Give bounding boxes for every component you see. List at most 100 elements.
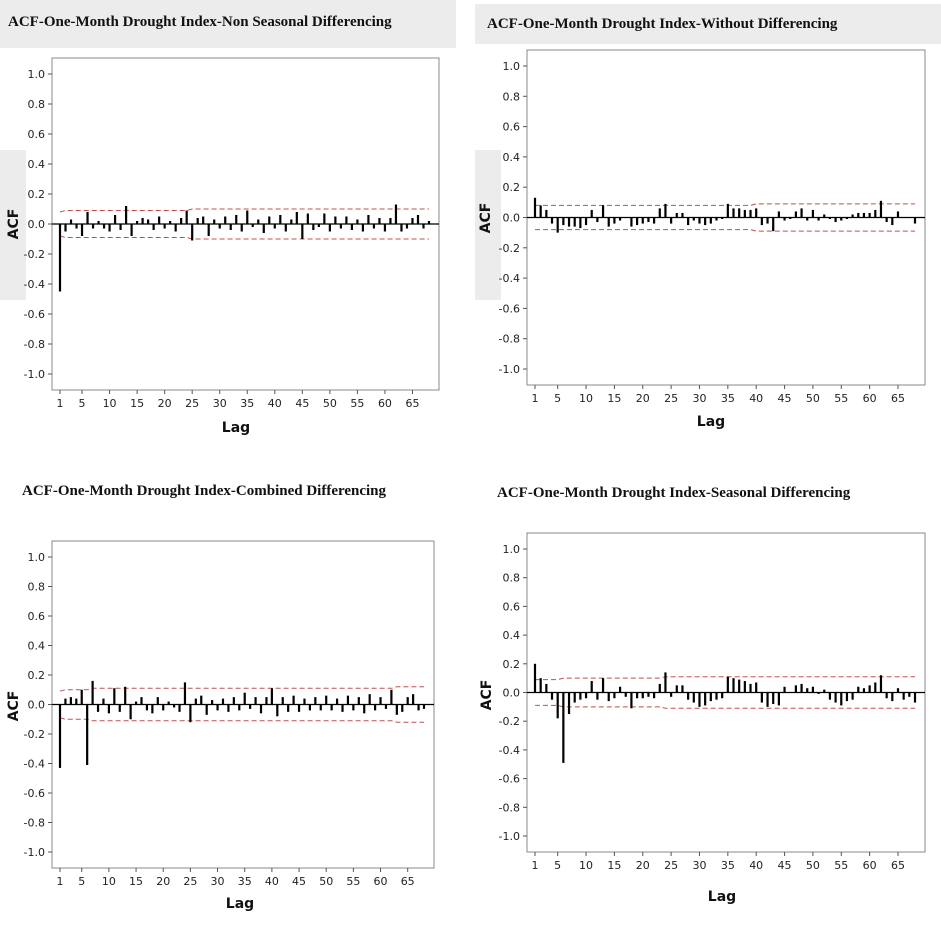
y-tick-label: -0.4: [24, 278, 45, 291]
x-tick-label: 45: [778, 392, 792, 405]
x-tick-label: 60: [863, 392, 877, 405]
x-tick-label: 50: [806, 392, 820, 405]
y-tick-label: 0.8: [503, 572, 521, 585]
x-tick-label: 15: [607, 392, 621, 405]
x-tick-label: 5: [554, 392, 561, 405]
upper-confidence-limit: [59, 208, 429, 213]
y-tick-label: 0.2: [503, 658, 521, 671]
y-tick-label: -0.6: [24, 308, 45, 321]
y-axis-label: ACF: [6, 691, 22, 722]
x-tick-label: 25: [664, 392, 678, 405]
y-axis-label: ACF: [6, 209, 22, 240]
y-tick-label: 0.6: [28, 128, 46, 141]
x-tick-label: 65: [401, 875, 415, 888]
x-tick-label: 10: [102, 875, 116, 888]
x-tick-label: 45: [295, 397, 309, 410]
y-tick-label: -1.0: [499, 830, 520, 843]
y-tick-label: 0.6: [503, 600, 521, 613]
y-tick-label: -0.4: [499, 272, 520, 285]
x-tick-label: 40: [749, 392, 763, 405]
x-tick-label: 40: [265, 875, 279, 888]
x-tick-label: 40: [268, 397, 282, 410]
x-tick-label: 45: [292, 875, 306, 888]
x-tick-label: 45: [778, 859, 792, 872]
x-tick-label: 15: [129, 875, 143, 888]
y-axis-label: ACF: [478, 203, 494, 234]
y-axis-label: ACF: [479, 680, 495, 711]
y-tick-label: -0.8: [499, 801, 520, 814]
x-tick-label: 50: [323, 397, 337, 410]
y-tick-label: -0.2: [499, 242, 520, 255]
x-tick-label: 25: [664, 859, 678, 872]
x-tick-label: 15: [130, 397, 144, 410]
y-tick-label: 0.8: [28, 98, 46, 111]
upper-confidence-limit: [535, 203, 915, 206]
x-tick-label: 55: [350, 397, 364, 410]
y-tick-label: -0.6: [24, 787, 45, 800]
lower-confidence-limit: [59, 235, 429, 240]
x-tick-label: 35: [238, 875, 252, 888]
y-tick-label: 0.0: [28, 218, 46, 231]
x-tick-label: 10: [579, 859, 593, 872]
y-tick-label: 0.0: [503, 212, 521, 225]
x-tick-label: 15: [607, 859, 621, 872]
lower-confidence-limit: [535, 229, 915, 232]
y-tick-label: 0.8: [28, 581, 46, 594]
chart-title: ACF-One-Month Drought Index-Seasonal Dif…: [497, 485, 851, 501]
y-tick-label: -1.0: [24, 846, 45, 859]
x-tick-label: 60: [374, 875, 388, 888]
x-tick-label: 20: [636, 392, 650, 405]
x-tick-label: 5: [79, 397, 86, 410]
y-tick-label: 1.0: [28, 551, 46, 564]
y-tick-label: 0.4: [503, 629, 521, 642]
y-tick-label: -0.8: [499, 333, 520, 346]
x-tick-label: 1: [57, 875, 64, 888]
x-tick-label: 50: [319, 875, 333, 888]
x-tick-label: 1: [532, 859, 539, 872]
y-tick-label: -0.4: [499, 744, 520, 757]
y-tick-label: 0.8: [503, 90, 521, 103]
x-tick-label: 10: [579, 392, 593, 405]
y-tick-label: -0.2: [24, 248, 45, 261]
x-tick-label: 65: [891, 392, 905, 405]
chart-title: ACF-One-Month Drought Index-Non Seasonal…: [8, 14, 392, 30]
y-tick-label: 0.2: [28, 188, 46, 201]
y-tick-label: -1.0: [24, 368, 45, 381]
y-tick-label: -0.2: [499, 715, 520, 728]
x-tick-label: 55: [346, 875, 360, 888]
x-tick-label: 5: [554, 859, 561, 872]
x-tick-label: 50: [806, 859, 820, 872]
x-tick-label: 65: [891, 859, 905, 872]
y-tick-label: 1.0: [503, 543, 521, 556]
x-axis-label: Lag: [708, 889, 736, 905]
y-tick-label: 1.0: [503, 60, 521, 73]
x-tick-label: 55: [834, 859, 848, 872]
y-tick-label: -0.8: [24, 338, 45, 351]
y-tick-label: 0.4: [503, 151, 521, 164]
x-axis-label: Lag: [226, 896, 254, 912]
y-tick-label: -0.2: [24, 728, 45, 741]
y-tick-label: 0.4: [28, 158, 46, 171]
y-tick-label: 0.4: [28, 640, 46, 653]
x-tick-label: 30: [213, 397, 227, 410]
x-tick-label: 60: [863, 859, 877, 872]
y-tick-label: 0.0: [503, 687, 521, 700]
y-tick-label: 0.6: [28, 610, 46, 623]
y-tick-label: -0.6: [499, 302, 520, 315]
x-tick-label: 35: [240, 397, 254, 410]
x-tick-label: 25: [185, 397, 199, 410]
x-tick-label: 1: [57, 397, 64, 410]
x-tick-label: 5: [78, 875, 85, 888]
y-tick-label: 0.6: [503, 121, 521, 134]
x-axis-label: Lag: [222, 420, 250, 436]
chart-title: ACF-One-Month Drought Index-Combined Dif…: [22, 483, 387, 499]
y-tick-label: -0.8: [24, 817, 45, 830]
y-tick-label: 0.0: [28, 699, 46, 712]
x-tick-label: 65: [405, 397, 419, 410]
x-tick-label: 1: [532, 392, 539, 405]
x-axis-label: Lag: [697, 414, 725, 430]
y-tick-label: 0.2: [503, 181, 521, 194]
x-tick-label: 35: [721, 392, 735, 405]
x-tick-label: 20: [636, 859, 650, 872]
